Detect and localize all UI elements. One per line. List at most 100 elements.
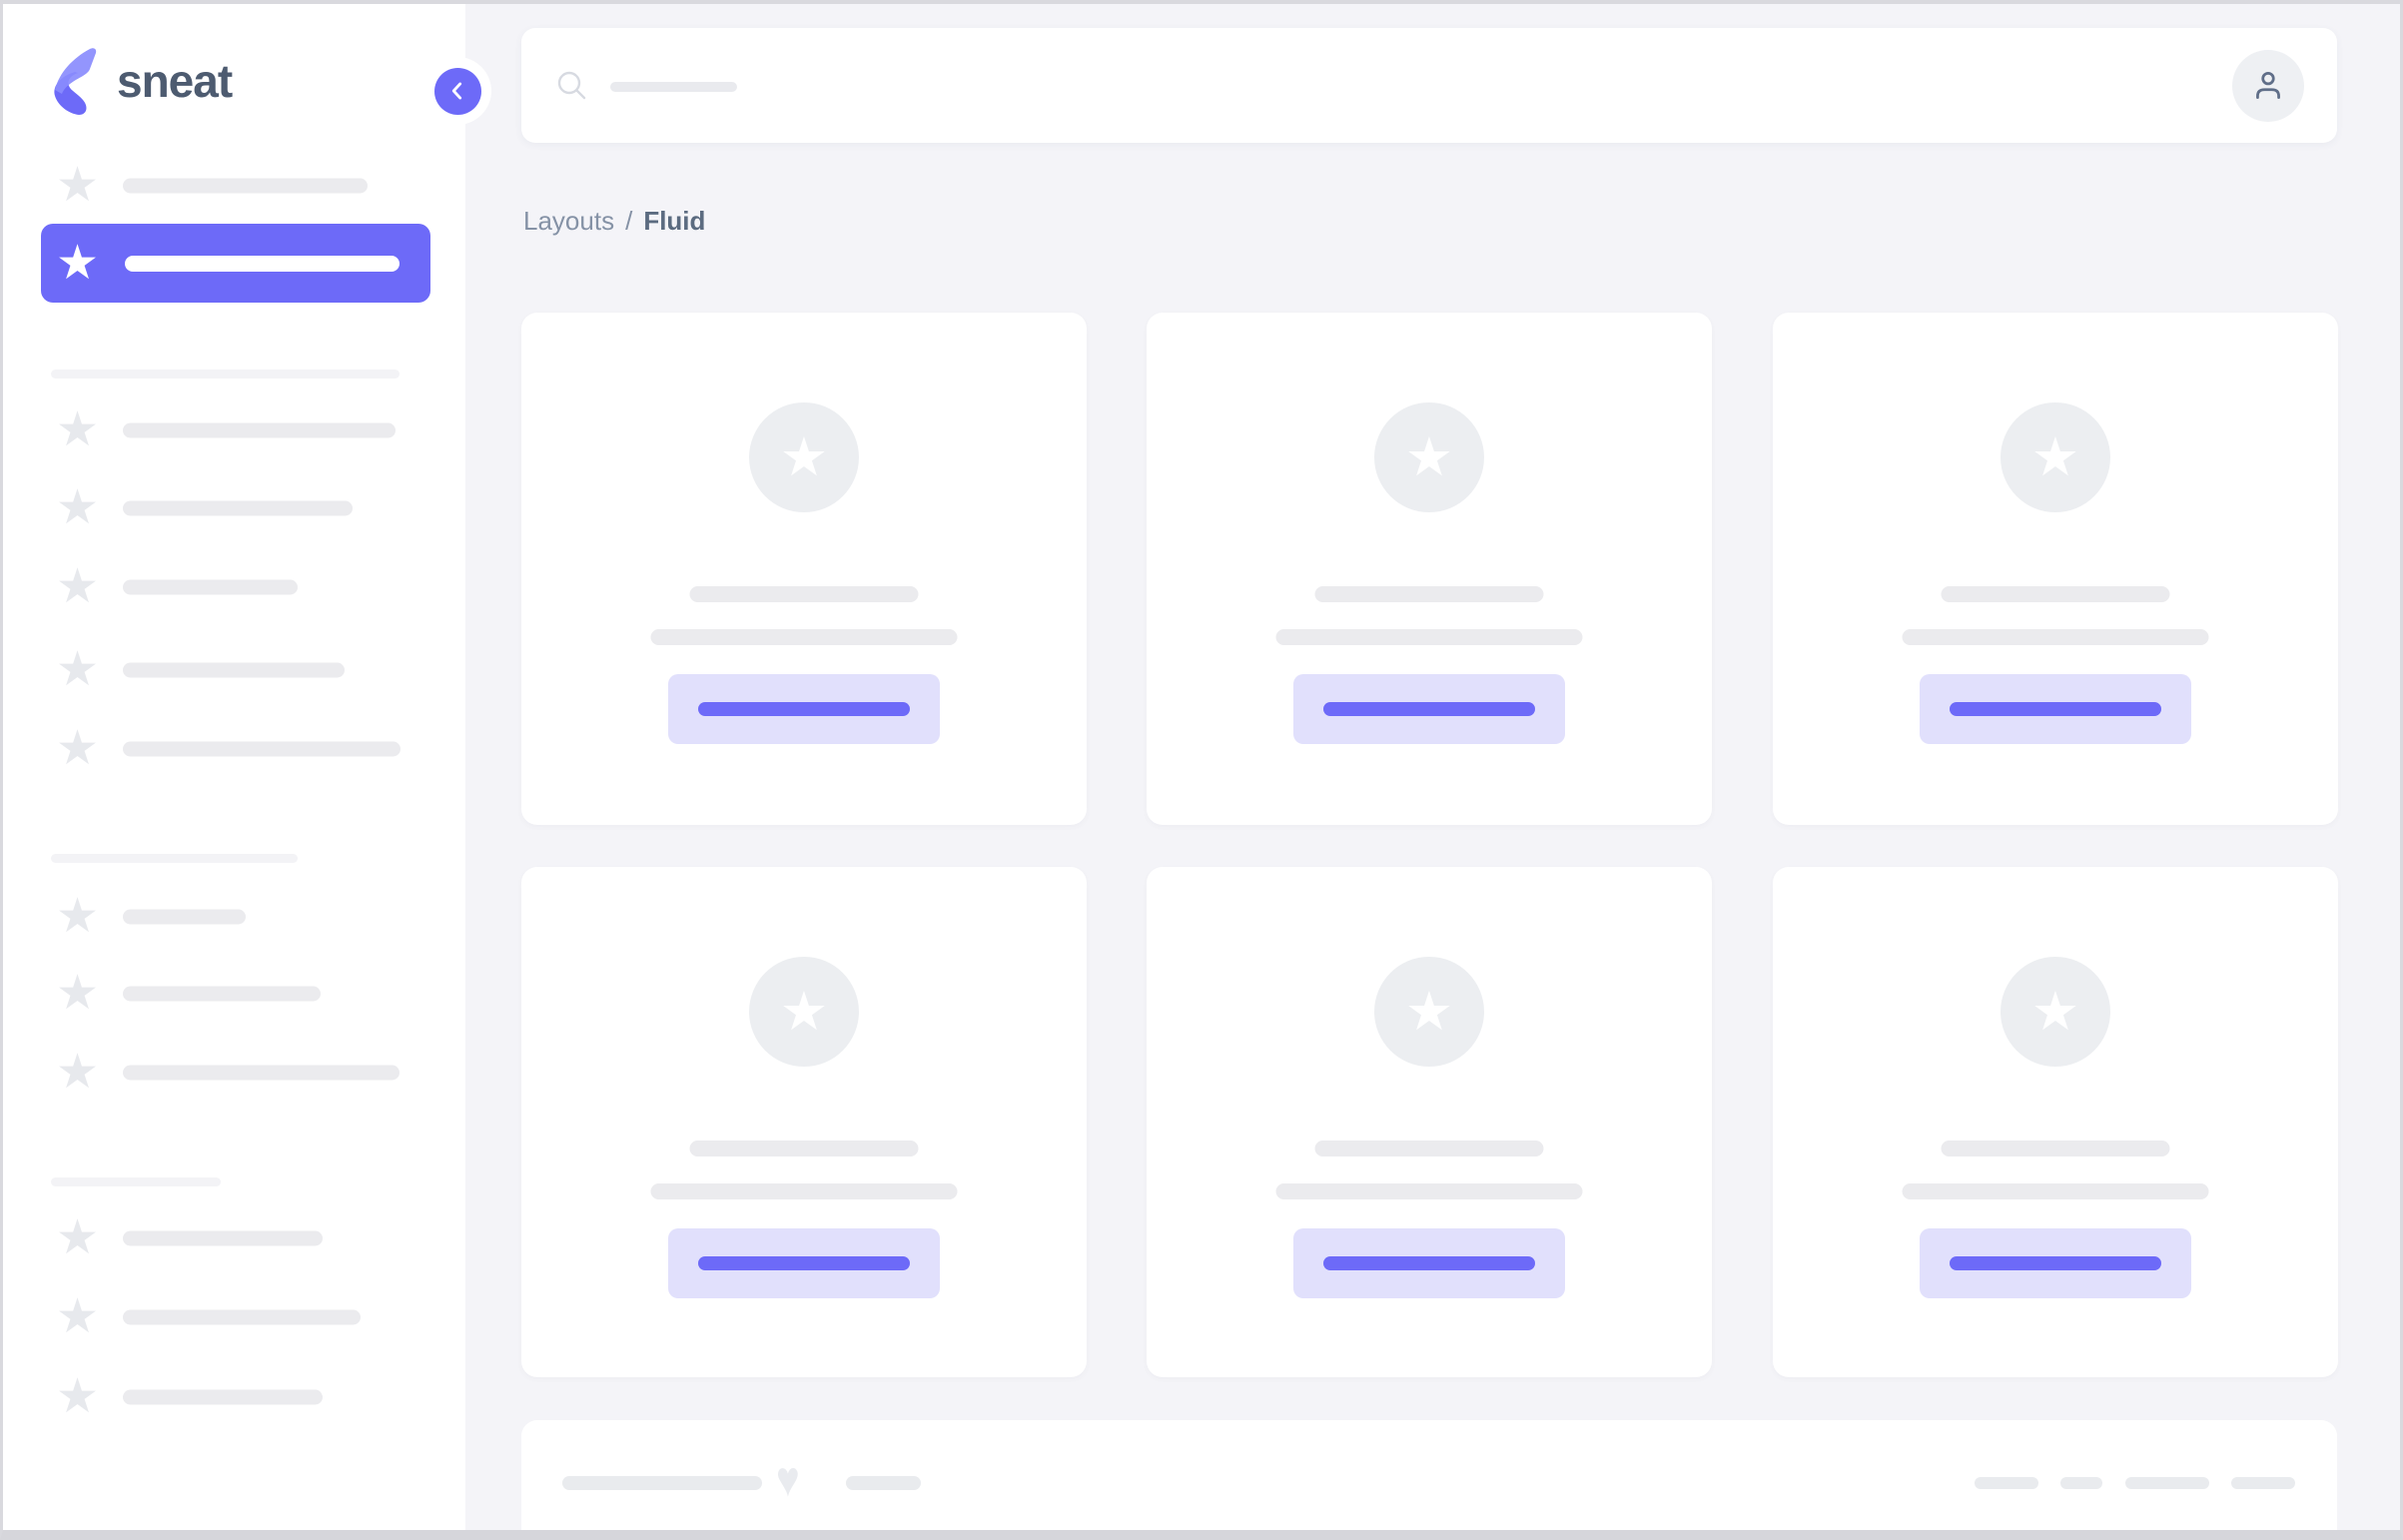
star-icon: ★ bbox=[56, 159, 100, 212]
sidebar-item-placeholder-bar bbox=[125, 255, 400, 272]
sidebar-item[interactable]: ★ bbox=[3, 484, 465, 532]
star-icon: ★ bbox=[779, 427, 829, 487]
star-icon: ★ bbox=[1404, 982, 1454, 1042]
card-placeholder-bar bbox=[1941, 1141, 2170, 1156]
breadcrumb-current: Fluid bbox=[643, 206, 706, 236]
sidebar-item[interactable]: ★ bbox=[3, 560, 465, 613]
sidebar-item-placeholder-bar bbox=[123, 579, 298, 595]
card-action-button[interactable] bbox=[668, 674, 940, 744]
sidebar-item-active[interactable]: ★ bbox=[41, 224, 430, 303]
card-action-button[interactable] bbox=[668, 1228, 940, 1298]
card-button-placeholder-bar bbox=[1950, 1256, 2161, 1270]
star-icon: ★ bbox=[56, 1370, 100, 1423]
star-icon: ★ bbox=[779, 982, 829, 1042]
footer-placeholder-bar bbox=[2060, 1477, 2102, 1489]
card-button-placeholder-bar bbox=[1950, 702, 2161, 716]
demo-card: ★ bbox=[521, 313, 1087, 825]
sidebar-item[interactable]: ★ bbox=[3, 159, 465, 212]
card-action-button[interactable] bbox=[1920, 674, 2191, 744]
card-placeholder-bar bbox=[650, 629, 958, 645]
demo-card: ★ bbox=[1147, 313, 1712, 825]
card-placeholder-bar bbox=[1941, 586, 2170, 602]
sidebar-item[interactable]: ★ bbox=[3, 1046, 465, 1099]
footer-placeholder-bar bbox=[562, 1476, 762, 1490]
sidebar-item-placeholder-bar bbox=[123, 986, 321, 1002]
brand-name: sneat bbox=[117, 55, 233, 107]
brand[interactable]: sneat bbox=[49, 46, 233, 116]
sidebar-item[interactable]: ★ bbox=[3, 406, 465, 454]
star-icon: ★ bbox=[2030, 982, 2080, 1042]
sidebar-item-placeholder-bar bbox=[123, 1309, 361, 1325]
sidebar-item-placeholder-bar bbox=[123, 1230, 323, 1246]
star-icon: ★ bbox=[56, 1046, 100, 1099]
search-bar[interactable] bbox=[521, 28, 2337, 143]
card-button-placeholder-bar bbox=[1323, 702, 1535, 716]
star-icon: ★ bbox=[56, 236, 100, 290]
star-icon: ★ bbox=[1404, 427, 1454, 487]
star-icon: ★ bbox=[56, 1211, 100, 1264]
demo-card: ★ bbox=[1773, 867, 2338, 1377]
card-placeholder-bar bbox=[1902, 1183, 2209, 1199]
card-placeholder-bar bbox=[689, 1141, 919, 1156]
card-button-placeholder-bar bbox=[698, 1256, 910, 1270]
sneat-s-logo-icon bbox=[54, 48, 97, 115]
card-button-placeholder-bar bbox=[1323, 1256, 1535, 1270]
card-avatar: ★ bbox=[2001, 402, 2110, 512]
sidebar-item-placeholder-bar bbox=[123, 1389, 323, 1405]
card-avatar: ★ bbox=[749, 402, 859, 512]
sidebar-item-placeholder-bar bbox=[123, 1065, 400, 1081]
footer-placeholder-bar bbox=[2125, 1477, 2209, 1489]
star-icon: ★ bbox=[56, 1290, 100, 1343]
sidebar-section-heading-bar bbox=[51, 854, 298, 863]
sidebar-item[interactable]: ★ bbox=[3, 1290, 465, 1343]
breadcrumb-link-layouts[interactable]: Layouts bbox=[523, 206, 615, 236]
card-placeholder-bar bbox=[1314, 1141, 1544, 1156]
card-action-button[interactable] bbox=[1920, 1228, 2191, 1298]
card-button-placeholder-bar bbox=[698, 702, 910, 716]
star-icon: ★ bbox=[56, 890, 100, 943]
sidebar-item[interactable]: ★ bbox=[3, 643, 465, 696]
sidebar-menu: ★ ★ ★ ★ ★ ★ ★ ★ ★ ★ ★ ★ ★ bbox=[3, 4, 465, 1530]
footer-card: ♥ bbox=[521, 1420, 2337, 1530]
star-icon: ★ bbox=[56, 643, 100, 696]
star-icon: ★ bbox=[2030, 427, 2080, 487]
sidebar-item-placeholder-bar bbox=[123, 178, 368, 194]
sidebar-item[interactable]: ★ bbox=[3, 967, 465, 1020]
breadcrumb-separator: / bbox=[625, 206, 633, 236]
sidebar-item-placeholder-bar bbox=[123, 500, 353, 516]
card-placeholder-bar bbox=[1275, 1183, 1583, 1199]
star-icon: ★ bbox=[56, 722, 100, 775]
card-avatar: ★ bbox=[749, 957, 859, 1067]
sidebar-section-heading-bar bbox=[51, 370, 400, 379]
card-placeholder-bar bbox=[689, 586, 919, 602]
demo-card: ★ bbox=[521, 867, 1087, 1377]
card-avatar: ★ bbox=[2001, 957, 2110, 1067]
search-icon bbox=[557, 71, 586, 100]
card-action-button[interactable] bbox=[1293, 1228, 1565, 1298]
sidebar-item[interactable]: ★ bbox=[3, 722, 465, 775]
card-placeholder-bar bbox=[1275, 629, 1583, 645]
sidebar-item[interactable]: ★ bbox=[3, 1211, 465, 1264]
sidebar-item[interactable]: ★ bbox=[3, 1370, 465, 1423]
breadcrumb: Layouts / Fluid bbox=[523, 206, 705, 237]
footer-placeholder-bar bbox=[2231, 1477, 2295, 1489]
chevron-left-icon bbox=[433, 67, 481, 115]
demo-card: ★ bbox=[1147, 867, 1712, 1377]
sidebar: sneat ★ ★ ★ ★ ★ ★ ★ ★ ★ ★ ★ ★ ★ bbox=[3, 4, 465, 1530]
heart-icon[interactable]: ♥ bbox=[775, 1451, 800, 1507]
sidebar-item[interactable]: ★ bbox=[3, 890, 465, 943]
sidebar-item-placeholder-bar bbox=[123, 422, 396, 438]
card-action-button[interactable] bbox=[1293, 674, 1565, 744]
search-placeholder-bar bbox=[610, 82, 737, 92]
card-placeholder-bar bbox=[1314, 586, 1544, 602]
user-avatar-button[interactable] bbox=[2232, 50, 2304, 122]
sidebar-collapse-button[interactable] bbox=[423, 57, 491, 125]
star-icon: ★ bbox=[56, 967, 100, 1020]
footer-placeholder-bar bbox=[1975, 1477, 2038, 1489]
sidebar-item-placeholder-bar bbox=[123, 741, 400, 757]
sidebar-item-placeholder-bar bbox=[123, 662, 345, 678]
footer-placeholder-bar bbox=[846, 1476, 921, 1490]
sidebar-item-placeholder-bar bbox=[123, 909, 246, 925]
star-icon: ★ bbox=[56, 560, 100, 613]
